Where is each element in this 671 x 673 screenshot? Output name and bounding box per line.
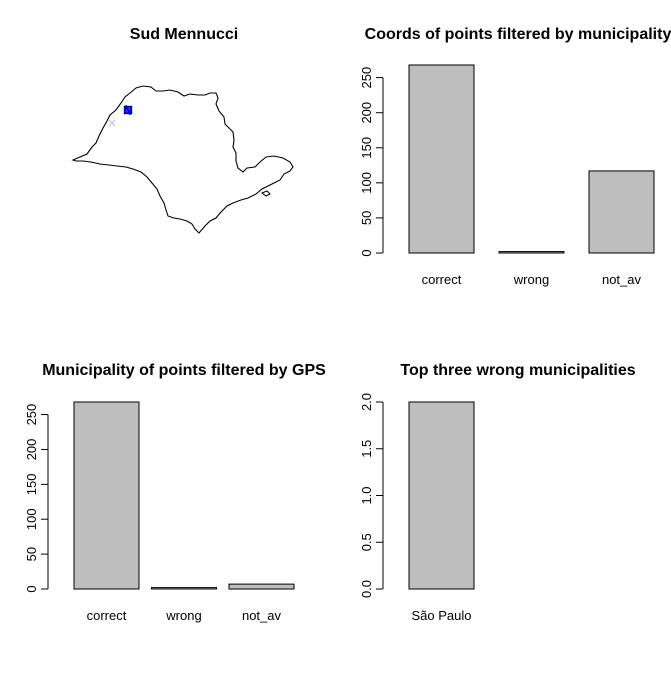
- y-tick-label: 2.0: [359, 393, 374, 411]
- bar-not-av: [588, 170, 655, 254]
- bar-correct: [73, 401, 140, 590]
- y-tick-label: 50: [359, 211, 374, 225]
- y-tick-label: 0: [359, 249, 374, 256]
- x-category-label: correct: [422, 272, 462, 287]
- x-category-label: not_av: [602, 272, 642, 287]
- y-tick-label: 250: [359, 67, 374, 89]
- y-tick-label: 0: [24, 585, 39, 592]
- map-title: Sud Mennucci: [130, 26, 238, 43]
- y-tick-label: 1.5: [359, 440, 374, 458]
- y-tick-label: 100: [359, 172, 374, 194]
- chart-title: Coords of points filtered by municipalit…: [365, 26, 671, 43]
- y-tick-label: 0.5: [359, 533, 374, 551]
- y-tick-label: 100: [24, 508, 39, 530]
- x-category-label: correct: [87, 608, 127, 623]
- y-tick-label: 0.0: [359, 580, 374, 598]
- y-tick-label: 200: [359, 102, 374, 124]
- bar-correct: [408, 64, 475, 254]
- state-outline: [71, 85, 294, 234]
- x-category-label: not_av: [242, 608, 282, 623]
- chart-title: Municipality of points filtered by GPS: [42, 362, 326, 379]
- bar-s-o-paulo: [408, 401, 475, 590]
- chart-title: Top three wrong municipalities: [400, 362, 635, 379]
- y-tick-label: 150: [359, 137, 374, 159]
- x-category-label: wrong: [165, 608, 201, 623]
- x-category-label: wrong: [513, 272, 549, 287]
- y-tick-label: 200: [24, 439, 39, 461]
- bar-wrong: [498, 251, 565, 254]
- y-tick-label: 250: [24, 404, 39, 426]
- y-tick-label: 150: [24, 473, 39, 495]
- bar-not-av: [228, 583, 295, 590]
- y-tick-label: 1.0: [359, 486, 374, 504]
- gps-points-cluster: [123, 104, 133, 116]
- stray-point-marker: [108, 119, 116, 127]
- y-tick-label: 50: [24, 547, 39, 561]
- coastal-island: [260, 190, 271, 197]
- bar-wrong: [151, 587, 217, 590]
- x-category-label: São Paulo: [412, 608, 472, 623]
